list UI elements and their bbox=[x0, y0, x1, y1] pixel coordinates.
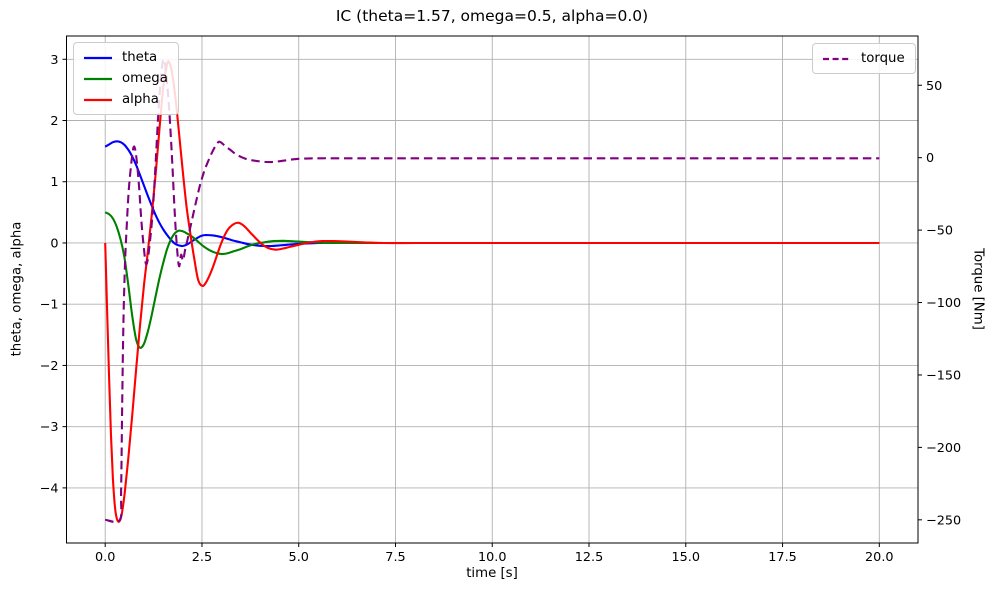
legend-item-theta: theta bbox=[83, 47, 168, 68]
y-right-tick-label: −150 bbox=[926, 368, 961, 383]
x-tick-label: 7.5 bbox=[385, 550, 405, 565]
legend-label-torque: torque bbox=[861, 51, 905, 66]
y-right-tick-label: 0 bbox=[926, 151, 934, 166]
y-axis-label-left: theta, omega, alpha bbox=[9, 221, 25, 357]
x-tick-label: 12.5 bbox=[575, 550, 604, 565]
theta-swatch-icon bbox=[84, 56, 112, 59]
y-right-tick-label: −200 bbox=[926, 441, 961, 456]
legend-right: torque bbox=[812, 43, 916, 74]
y-left-tick-label: −4 bbox=[40, 481, 59, 496]
x-tick-label: 10.0 bbox=[478, 550, 507, 565]
legend-label-omega: omega bbox=[122, 71, 168, 86]
x-tick-label: 20.0 bbox=[865, 550, 894, 565]
legend-item-omega: omega bbox=[83, 68, 168, 89]
y-right-tick-label: 50 bbox=[926, 79, 942, 94]
y-left-tick-label: 2 bbox=[50, 114, 58, 129]
legend-item-alpha: alpha bbox=[83, 89, 168, 110]
y-left-tick-label: −1 bbox=[40, 298, 59, 313]
alpha-swatch-icon bbox=[84, 98, 112, 101]
x-tick-label: 5.0 bbox=[289, 550, 309, 565]
grid-lines bbox=[66, 36, 918, 543]
x-tick-label: 0.0 bbox=[95, 550, 115, 565]
legend-label-theta: theta bbox=[122, 50, 158, 65]
x-axis-label: time [s] bbox=[466, 566, 518, 581]
y-axis-label-right: Torque [Nm] bbox=[970, 248, 986, 330]
x-tick-label: 15.0 bbox=[672, 550, 701, 565]
legend-label-alpha: alpha bbox=[122, 92, 159, 107]
legend-left: theta omega alpha bbox=[73, 42, 179, 115]
y-left-tick-label: −2 bbox=[40, 359, 59, 374]
x-tick-label: 2.5 bbox=[192, 550, 212, 565]
plot-title: IC (theta=1.57, omega=0.5, alpha=0.0) bbox=[335, 7, 649, 25]
y-left-tick-label: −3 bbox=[40, 420, 59, 435]
torque-line bbox=[105, 58, 880, 524]
y-right-tick-label: −100 bbox=[926, 296, 961, 311]
series-lines bbox=[104, 58, 880, 524]
x-tick-label: 17.5 bbox=[768, 550, 797, 565]
omega-swatch-icon bbox=[84, 77, 112, 80]
tick-marks bbox=[62, 58, 922, 547]
y-left-tick-label: 0 bbox=[50, 236, 58, 251]
y-left-tick-label: 3 bbox=[50, 53, 58, 68]
legend-item-torque: torque bbox=[822, 48, 905, 69]
alpha-line bbox=[104, 60, 880, 523]
y-left-tick-label: 1 bbox=[50, 175, 58, 190]
y-right-tick-label: −250 bbox=[926, 513, 961, 528]
y-right-tick-label: −50 bbox=[926, 224, 953, 239]
torque-swatch-icon bbox=[823, 57, 851, 60]
tick-labels: 0.0 2.5 5.0 7.5 10.0 12.5 15.0 17.5 20.0 3 2 1 0 −1 −2… bbox=[40, 53, 962, 565]
